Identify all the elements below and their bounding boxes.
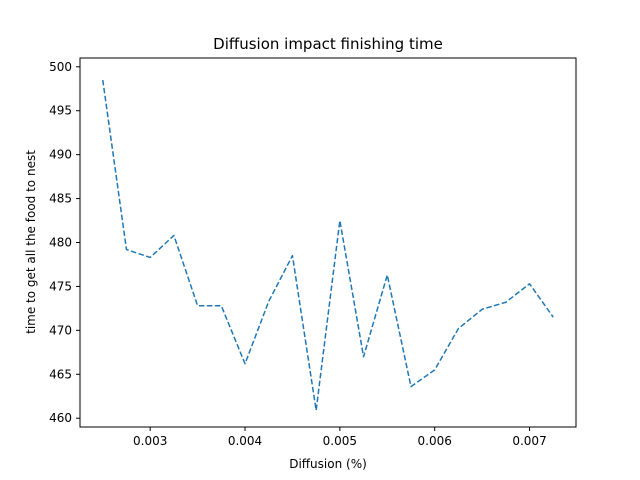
y-tick-label: 480 <box>49 236 72 250</box>
x-tick-label: 0.004 <box>228 434 262 448</box>
x-tick-label: 0.005 <box>323 434 357 448</box>
y-tick-label: 500 <box>49 60 72 74</box>
y-tick-label: 470 <box>49 323 72 337</box>
y-tick-label: 475 <box>49 279 72 293</box>
x-tick-label: 0.007 <box>512 434 546 448</box>
series-line <box>102 79 554 412</box>
x-axis-label: Diffusion (%) <box>289 457 367 471</box>
y-tick-label: 490 <box>49 148 72 162</box>
y-tick-label: 465 <box>49 367 72 381</box>
plot-frame <box>79 57 577 428</box>
y-axis-ticks: 460 465 470 475 480 485 490 495 500 <box>49 60 80 425</box>
y-tick-label: 485 <box>49 192 72 206</box>
series-layer <box>102 79 554 412</box>
plot-area <box>80 58 576 427</box>
y-axis-label: time to get all the food to nest <box>24 150 38 334</box>
x-tick-label: 0.006 <box>418 434 452 448</box>
x-tick-label: 0.003 <box>133 434 167 448</box>
y-tick-label: 460 <box>49 411 72 425</box>
chart-title: Diffusion impact finishing time <box>213 35 443 53</box>
x-axis-ticks: 0.003 0.004 0.005 0.006 0.007 <box>133 427 547 448</box>
y-tick-label: 495 <box>49 104 72 118</box>
